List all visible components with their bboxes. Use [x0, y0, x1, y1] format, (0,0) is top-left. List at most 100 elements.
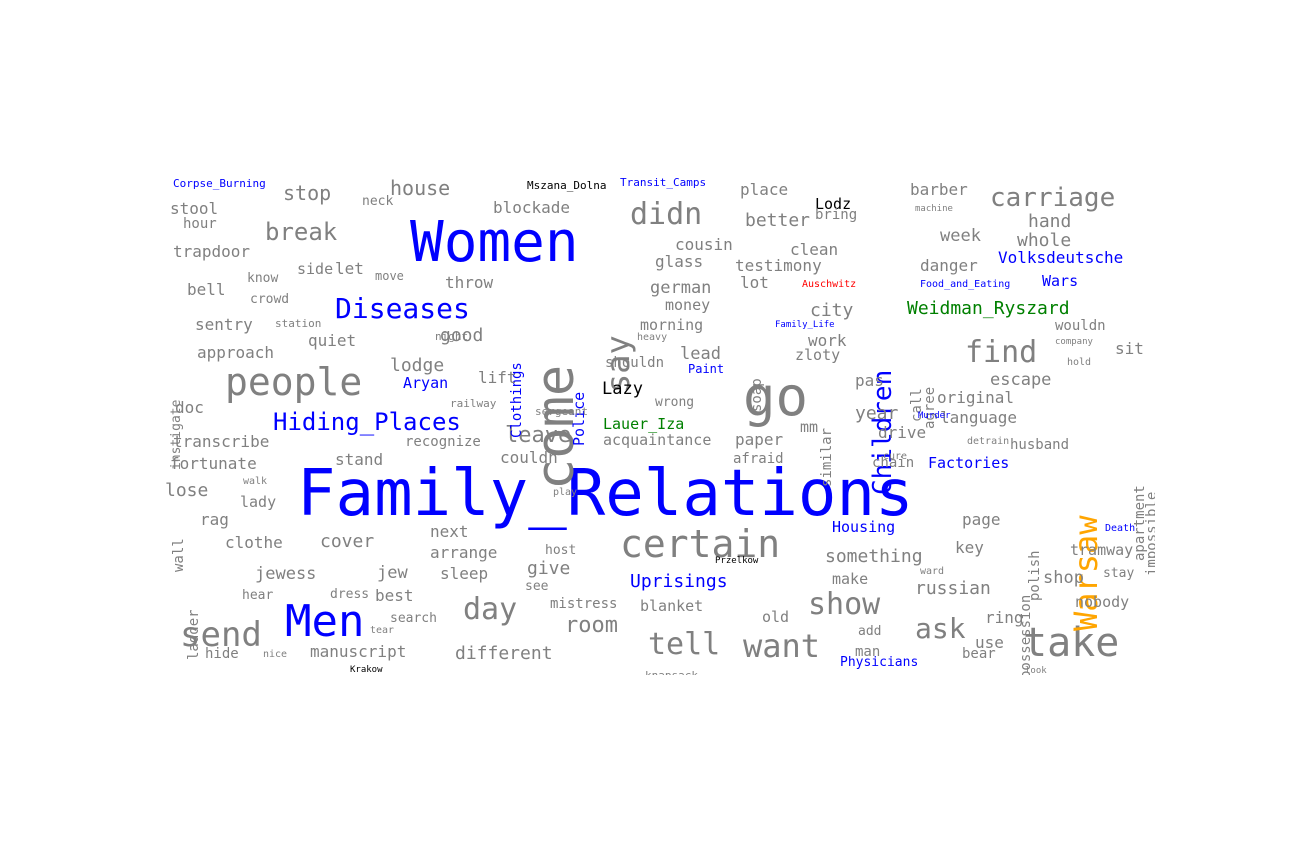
- cloud-word: nobody: [1075, 593, 1130, 611]
- cloud-word: pas: [855, 371, 884, 390]
- cloud-word: Uprisings: [630, 571, 728, 592]
- cloud-word: wall: [171, 537, 187, 572]
- cloud-word: lot: [740, 273, 769, 292]
- cloud-word: search: [390, 611, 437, 626]
- cloud-word: week: [940, 226, 981, 246]
- cloud-word: night: [435, 330, 469, 343]
- cloud-word: want: [743, 627, 821, 665]
- cloud-word: tear: [370, 625, 395, 636]
- cloud-word: language: [940, 408, 1018, 427]
- cloud-word: best: [375, 586, 414, 605]
- cloud-word: lift: [478, 368, 517, 387]
- cloud-word: ladder: [186, 608, 202, 660]
- cloud-word: stand: [335, 450, 384, 469]
- cloud-word: Women: [410, 210, 579, 275]
- cloud-word: approach: [197, 343, 275, 362]
- cloud-word: different: [455, 643, 553, 664]
- cloud-word: transcribe: [173, 432, 270, 451]
- cloud-word: didn: [630, 197, 703, 232]
- cloud-word: stool: [170, 199, 219, 218]
- cloud-word: mm: [800, 418, 819, 436]
- cloud-word: certain: [620, 522, 781, 566]
- cloud-word: work: [808, 331, 847, 350]
- cloud-word: Police: [570, 391, 588, 447]
- cloud-word: better: [745, 210, 811, 231]
- cloud-word: neck: [362, 194, 394, 209]
- cloud-word: blanket: [640, 597, 704, 615]
- cloud-word: impossible: [1144, 491, 1155, 577]
- cloud-word: mistress: [550, 596, 618, 612]
- cloud-word: Mszana_Dolna: [527, 179, 607, 192]
- cloud-word: glass: [655, 252, 704, 271]
- cloud-word: Physicians: [840, 655, 919, 670]
- cloud-word: Men: [285, 596, 365, 647]
- cloud-word: year: [855, 403, 899, 424]
- cloud-word: money: [665, 296, 711, 314]
- cloud-word: Lodz: [815, 195, 852, 213]
- cloud-word: barber: [910, 180, 968, 199]
- cloud-word: jewess: [255, 564, 317, 584]
- cloud-word: take: [1023, 620, 1120, 666]
- cloud-word: bell: [187, 280, 226, 299]
- cloud-word: wouldn: [1055, 318, 1106, 334]
- cloud-word: knapsack: [645, 670, 698, 675]
- cloud-word: Death: [1105, 523, 1136, 534]
- cloud-word: Murder: [918, 411, 951, 421]
- cloud-word: wrong: [655, 395, 695, 410]
- cloud-word: crowd: [250, 292, 290, 307]
- cloud-word: key: [955, 538, 984, 557]
- cloud-word: city: [810, 300, 854, 321]
- cloud-word: hour: [183, 216, 217, 232]
- cloud-word: quiet: [308, 331, 357, 350]
- cloud-word: cure: [883, 451, 908, 462]
- cloud-word: whole: [1017, 230, 1072, 251]
- cloud-word: know: [247, 271, 279, 286]
- cloud-word: chain: [872, 455, 915, 471]
- cloud-word: man: [855, 644, 881, 660]
- cloud-word: stay: [1103, 566, 1135, 581]
- cloud-word: Transit_Camps: [620, 176, 707, 189]
- cloud-word: add: [858, 624, 882, 639]
- cloud-word: hold: [1067, 357, 1092, 368]
- word-cloud: Family_Relations Women come go Men take certai…: [165, 170, 1155, 675]
- cloud-word: next: [430, 522, 469, 541]
- cloud-word: lodge: [390, 355, 445, 376]
- cloud-word: stop: [283, 181, 332, 205]
- cloud-word: tramway: [1070, 541, 1134, 559]
- cloud-word: Auschwitz: [802, 279, 857, 290]
- cloud-word: Aryan: [403, 374, 449, 392]
- cloud-word: zloty: [795, 346, 841, 364]
- cloud-word: house: [390, 176, 451, 200]
- cloud-word: clean: [790, 240, 839, 259]
- cloud-word: sit: [1115, 339, 1144, 358]
- cloud-word: Przelkow: [715, 556, 759, 566]
- cloud-word: russian: [915, 578, 991, 599]
- cloud-word: host: [545, 543, 577, 558]
- cloud-word: sentry: [195, 315, 253, 334]
- cloud-word: bear: [962, 646, 996, 662]
- cloud-word: morning: [640, 316, 704, 334]
- cloud-word: dress: [330, 587, 370, 602]
- cloud-word: Corpse_Burning: [173, 177, 266, 190]
- cloud-word: something: [825, 546, 923, 567]
- cloud-word: page: [962, 510, 1001, 529]
- cloud-word: heavy: [637, 332, 668, 343]
- cloud-word: clothe: [225, 533, 283, 552]
- cloud-word: sergeant: [535, 405, 588, 418]
- cloud-word: break: [265, 218, 338, 246]
- cloud-word: trapdoor: [173, 242, 251, 261]
- cloud-word: day: [463, 592, 518, 627]
- cloud-word: railway: [450, 397, 497, 410]
- cloud-word: lead: [680, 344, 721, 364]
- cloud-word: fortunate: [170, 454, 257, 473]
- cloud-word: lose: [165, 480, 209, 501]
- cloud-word: give: [527, 558, 571, 579]
- cloud-word: blockade: [493, 198, 571, 217]
- cloud-word: Krakow: [350, 665, 383, 675]
- cloud-word: Volksdeutsche: [998, 248, 1124, 267]
- cloud-word: danger: [920, 256, 978, 275]
- cloud-word: rag: [200, 510, 229, 529]
- cloud-word: ward: [920, 566, 945, 577]
- cloud-word: make: [832, 570, 869, 588]
- cloud-word: side: [297, 260, 334, 278]
